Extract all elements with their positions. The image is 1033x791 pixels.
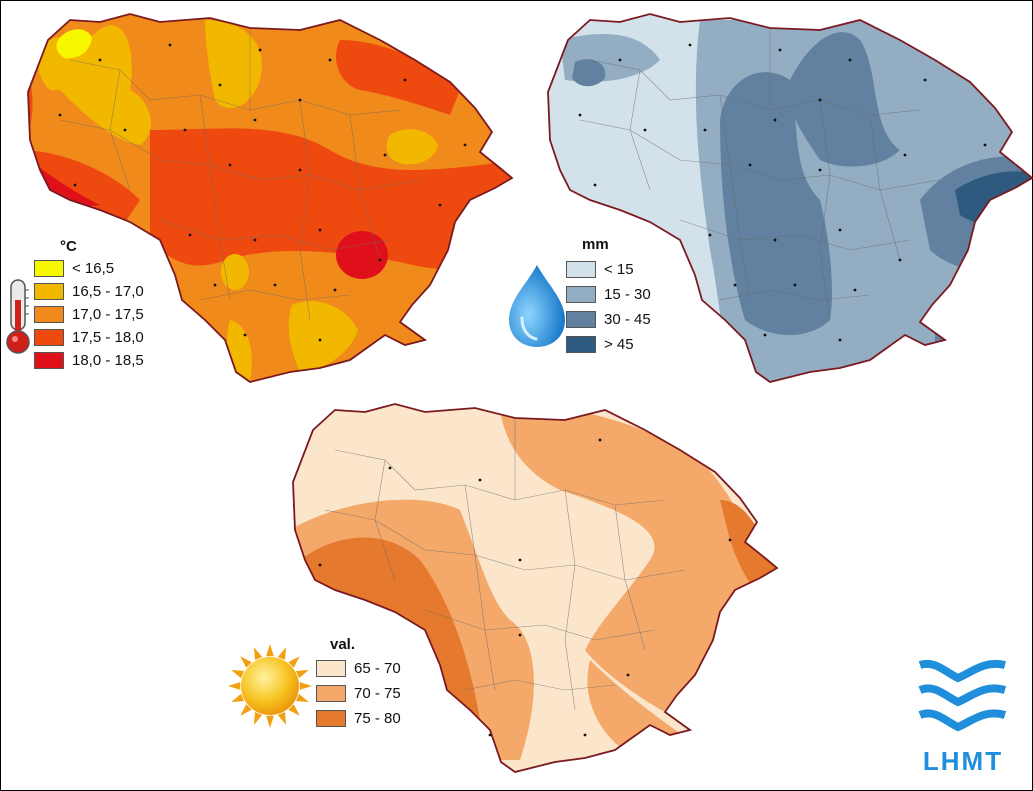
thermometer-icon: [6, 279, 30, 354]
legend-label: < 16,5: [72, 259, 115, 277]
legend-item: 15 - 30: [566, 284, 651, 304]
sun-ray: [266, 715, 274, 728]
legend-label: 17,5 - 18,0: [72, 328, 144, 346]
legend-swatch: [316, 684, 346, 702]
legend-swatch: [316, 709, 346, 727]
sun-ray: [299, 682, 312, 690]
legend-label: < 15: [604, 260, 634, 278]
sun-ray: [231, 693, 245, 703]
legend-item: < 16,5: [34, 258, 114, 278]
legend-item: 30 - 45: [566, 309, 651, 329]
legend-swatch: [34, 305, 64, 323]
legend-item: 18,0 - 18,5: [34, 350, 144, 370]
legend-item: > 45: [566, 334, 634, 354]
sun-ray: [295, 669, 309, 679]
water-drop-icon: [509, 265, 565, 347]
sun-ray: [240, 704, 252, 716]
legend-swatch: [566, 285, 596, 303]
legend-item: 17,0 - 17,5: [34, 304, 144, 324]
legend-swatch: [34, 259, 64, 277]
sun-ray: [288, 704, 300, 716]
legend-swatch: [566, 260, 596, 278]
legend-item: < 15: [566, 259, 634, 279]
lhmt-logo-text: LHMT: [923, 746, 1003, 776]
legend-title-precipitation: mm: [582, 236, 609, 253]
legend-label: > 45: [604, 335, 634, 353]
legend-label: 16,5 - 17,0: [72, 282, 144, 300]
sun-ray: [288, 656, 300, 668]
sun-ray: [240, 656, 252, 668]
legend-swatch: [566, 335, 596, 353]
sun-ray: [266, 644, 274, 657]
legend-item: 16,5 - 17,0: [34, 281, 144, 301]
sun-ray: [253, 647, 263, 661]
legend-swatch: [34, 328, 64, 346]
legend-swatch: [34, 282, 64, 300]
sun-ray: [228, 682, 241, 690]
legend-title-sunshine: val.: [330, 636, 356, 653]
legend-label: 18,0 - 18,5: [72, 351, 144, 369]
sun-ray: [295, 693, 309, 703]
legend-label: 65 - 70: [354, 659, 401, 677]
lhmt-logo-mark: [918, 659, 1007, 732]
legend-label: 30 - 45: [604, 310, 651, 328]
sun-ray: [277, 711, 287, 725]
legend-item: 65 - 70: [316, 658, 401, 678]
legend-item: 70 - 75: [316, 683, 401, 703]
legend-swatch: [316, 659, 346, 677]
legend-label: 15 - 30: [604, 285, 651, 303]
sun-ray: [253, 711, 263, 725]
legend-title-temperature: °C: [60, 238, 77, 255]
sun-icon: [228, 644, 312, 728]
legend-swatch: [34, 351, 64, 369]
legend-label: 17,0 - 17,5: [72, 305, 144, 323]
legend-swatch: [566, 310, 596, 328]
legend-label: 70 - 75: [354, 684, 401, 702]
sun-ray: [277, 647, 287, 661]
legend-label: 75 - 80: [354, 709, 401, 727]
sunshine-map: [292, 403, 778, 773]
legend-item: 17,5 - 18,0: [34, 327, 144, 347]
sun-ray: [231, 669, 245, 679]
legend-item: 75 - 80: [316, 708, 401, 728]
